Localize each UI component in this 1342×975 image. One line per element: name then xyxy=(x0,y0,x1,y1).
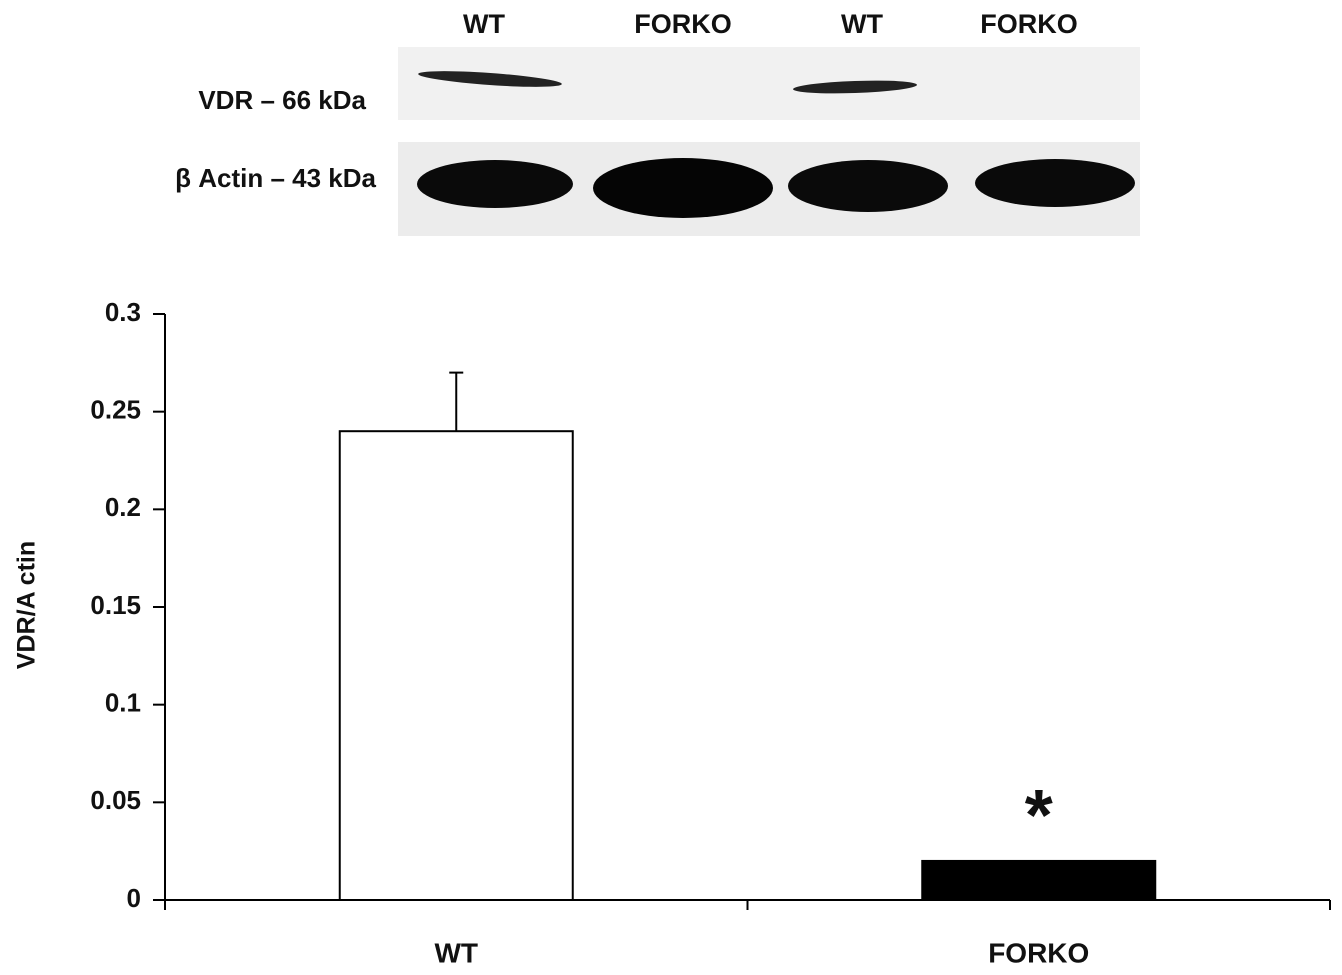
bar xyxy=(340,431,573,900)
y-tick-label: 0.1 xyxy=(105,688,141,718)
lane-label: FORKO xyxy=(634,9,732,39)
band xyxy=(788,160,948,212)
band xyxy=(593,158,773,218)
lane-label: WT xyxy=(841,9,883,39)
figure: WT FORKO WT FORKO VDR – 66 kDa β Actin –… xyxy=(0,0,1342,975)
y-tick-label: 0.15 xyxy=(90,590,141,620)
x-tick-label: WT xyxy=(434,937,478,968)
band xyxy=(417,160,573,208)
row-label: VDR – 66 kDa xyxy=(198,85,366,115)
y-tick-label: 0.25 xyxy=(90,395,141,425)
y-tick-label: 0.2 xyxy=(105,492,141,522)
y-tick-label: 0.3 xyxy=(105,297,141,327)
row-label: β Actin – 43 kDa xyxy=(175,163,376,193)
x-tick-label: FORKO xyxy=(988,937,1089,968)
y-tick-label: 0 xyxy=(127,883,141,913)
y-tick-label: 0.05 xyxy=(90,785,141,815)
band xyxy=(975,159,1135,207)
bar xyxy=(922,861,1155,900)
significance-mark: * xyxy=(1025,776,1053,856)
y-axis-label: VDR/A ctin xyxy=(13,541,41,669)
lane-label: FORKO xyxy=(980,9,1078,39)
western-blot: WT FORKO WT FORKO VDR – 66 kDa β Actin –… xyxy=(175,9,1140,236)
lane-label: WT xyxy=(463,9,505,39)
